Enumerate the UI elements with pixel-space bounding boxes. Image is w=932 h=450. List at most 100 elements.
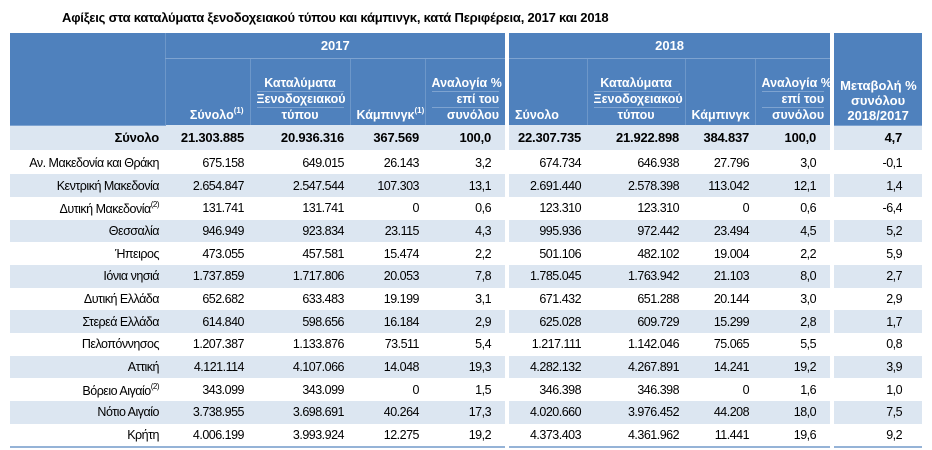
region-cell: Ήπειρος	[10, 242, 165, 265]
table-row: Βόρειο Αιγαίο(2) 343.099 343.099 0 1,5 346.39…	[10, 378, 923, 402]
value-cell: 625.028	[505, 310, 588, 333]
value-cell: 609.729	[587, 310, 686, 333]
change-header-line: Μεταβολή %	[840, 77, 917, 93]
value-cell: -6,4	[830, 196, 923, 220]
value-cell: 598.656	[250, 310, 350, 333]
value-cell: 0,6	[475, 201, 492, 216]
value-cell: 9,2	[830, 423, 923, 449]
value-cell: 19,3	[425, 355, 508, 379]
year-2017-header: 2017	[164, 33, 508, 59]
value-cell: 3.976.452	[587, 401, 686, 424]
value-cell: 100,0	[425, 125, 508, 152]
value-cell: 2.578.398	[587, 174, 686, 197]
table-row: Δυτική Ελλάδα 652.682 633.483 19.199 3,1 671.…	[10, 287, 923, 311]
footnote-mark: (1)	[233, 106, 244, 115]
value-cell: 473.055	[202, 246, 244, 261]
value-cell: 367.569	[350, 125, 425, 152]
header-line: Καταλύματα	[593, 76, 679, 92]
value-cell: 2.691.440	[505, 174, 588, 197]
value-cell: 2,2	[800, 246, 817, 261]
value-cell: 113.042	[685, 174, 756, 197]
value-cell: 17,3	[425, 401, 508, 424]
value-cell: 0	[742, 382, 750, 397]
value-cell: 501.106	[505, 242, 588, 265]
value-cell: 4.282.132	[505, 355, 588, 379]
value-cell: 457.581	[302, 246, 344, 261]
value-cell: 5,2	[830, 219, 923, 243]
hotel-2017-header: Καταλύματα Ξενοδοχειακού τύπου	[249, 58, 350, 125]
value-cell: 18,0	[755, 401, 833, 424]
value-cell: 2,9	[830, 287, 923, 311]
header-line: τύπου	[617, 108, 655, 122]
value-cell: 123.310	[505, 196, 588, 220]
region-label: Δυτική Μακεδονία	[59, 202, 152, 217]
region-label: Στερεά Ελλάδα	[82, 314, 159, 329]
value-cell: 2.654.847	[165, 174, 250, 197]
footnote-mark: (2)	[150, 381, 160, 391]
value-cell: 75.065	[713, 337, 750, 352]
value-cell: 649.015	[302, 155, 344, 170]
value-cell: 20.144	[713, 291, 750, 306]
value-cell: 19.004	[713, 246, 750, 261]
region-cell: Αττική	[10, 355, 165, 379]
value-cell: 3,0	[800, 155, 817, 170]
table-row: Νότιο Αιγαίο 3.738.955 3.698.691 40.264 17,3…	[10, 401, 923, 424]
table-row: Πελοπόννησος 1.207.387 1.133.876 73.511 5,4 1…	[10, 333, 923, 356]
value-cell: 14.241	[685, 355, 756, 379]
total-row: Σύνολο 21.303.885 20.936.316 367.569 100,0 22…	[10, 125, 923, 152]
value-cell: 2,8	[755, 310, 833, 333]
value-cell: 1,5	[475, 382, 492, 397]
region-cell: Πελοπόννησος	[10, 333, 165, 356]
table-body: Σύνολο 21.303.885 20.936.316 367.569 100,0 22…	[10, 125, 923, 449]
value-cell: 5,4	[475, 337, 492, 352]
value-cell: 2,9	[425, 310, 508, 333]
value-cell: 614.840	[165, 310, 250, 333]
value-cell: 671.432	[505, 287, 588, 311]
value-cell: 946.949	[165, 219, 250, 243]
value-cell: -0,1	[830, 150, 923, 175]
region-label: Αν. Μακεδονία και Θράκη	[29, 155, 159, 170]
value-cell: 1,6	[800, 382, 817, 397]
header-line: τύπου	[281, 108, 319, 122]
region-cell: Κρήτη	[10, 423, 165, 449]
value-cell: 674.734	[505, 150, 588, 175]
value-cell: 346.398	[637, 382, 680, 397]
header-line: Ξενοδοχειακού	[256, 92, 346, 108]
value-cell: 19,2	[425, 423, 508, 449]
region-cell: Δυτική Ελλάδα	[10, 288, 165, 311]
header-line: Ξενοδοχειακού	[593, 92, 683, 108]
value-cell: 5,9	[830, 242, 923, 265]
header-line: επί του	[431, 92, 500, 108]
region-cell: Βόρειο Αιγαίο(2)	[10, 378, 165, 401]
value-cell: 646.938	[637, 155, 680, 170]
value-cell: 3,9	[830, 355, 923, 379]
value-cell: 4,5	[755, 219, 833, 243]
value-cell: 19.199	[383, 291, 420, 306]
value-cell: 19,2	[755, 355, 833, 379]
value-cell: 4.020.660	[505, 401, 588, 424]
table-row: Ήπειρος 473.055 457.581 15.474 2,2 501.106 482…	[10, 242, 923, 265]
value-cell: 21.922.898	[587, 125, 686, 152]
value-cell: 651.288	[637, 291, 680, 306]
value-cell: 4.121.114	[165, 355, 250, 379]
value-cell: 2,7	[830, 264, 923, 288]
value-cell: 1,0	[830, 378, 923, 402]
camping-2017-header: Κάμπινγκ(1)	[349, 58, 425, 125]
value-cell: 15.299	[685, 310, 756, 333]
value-cell: 633.483	[302, 291, 344, 306]
value-cell: 343.099	[202, 382, 244, 397]
value-cell: 13,1	[425, 174, 508, 197]
share-2017-header: Αναλογία % επί του συνόλου	[424, 58, 508, 125]
value-cell: 15.474	[383, 246, 420, 261]
value-cell: 1.217.111	[505, 333, 588, 356]
value-cell: 21.303.885	[165, 125, 250, 152]
value-cell: 12,1	[755, 174, 833, 197]
value-cell: 0	[742, 201, 750, 216]
value-cell: 4.361.962	[587, 423, 686, 449]
region-label: Βόρειο Αιγαίο	[82, 383, 151, 398]
value-cell: 7,5	[830, 401, 923, 424]
region-label: Ήπειρος	[114, 246, 160, 261]
value-cell: 2,2	[475, 246, 492, 261]
change-header-line: συνόλου	[850, 92, 906, 108]
value-cell: 26.143	[383, 155, 420, 170]
